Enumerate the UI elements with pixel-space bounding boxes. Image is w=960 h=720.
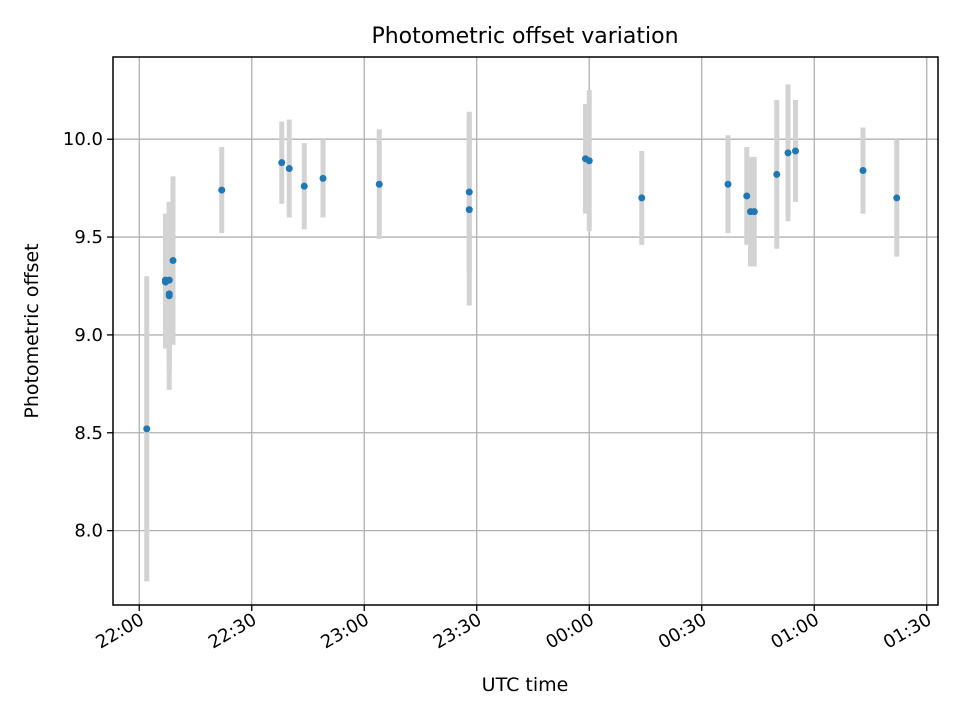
- x-tick-label: 00:30: [655, 609, 710, 653]
- data-point: [169, 257, 177, 265]
- y-axis-label: Photometric offset: [21, 243, 43, 418]
- error-bars: [144, 84, 900, 582]
- x-axis-label: UTC time: [482, 674, 569, 696]
- data-point: [638, 194, 646, 202]
- grid-lines: [113, 57, 938, 605]
- data-point: [893, 194, 901, 202]
- data-point: [750, 208, 758, 216]
- y-tick-label: 8.0: [74, 521, 103, 542]
- y-tick-label: 8.5: [74, 423, 103, 444]
- plot-frame: [112, 56, 939, 606]
- x-tick-label: 23:00: [317, 609, 372, 653]
- data-point: [773, 170, 781, 178]
- axis-ticks: 8.0 8.5 9.0 9.5 10.0 22:00 22:30 23:00 23:30 00:0…: [63, 129, 935, 653]
- x-tick-label: 22:30: [205, 609, 260, 653]
- data-point: [743, 192, 751, 200]
- data-point: [465, 188, 473, 196]
- y-tick-label: 10.0: [63, 129, 103, 150]
- y-tick-label: 9.0: [74, 325, 103, 346]
- data-point: [143, 425, 151, 433]
- data-point: [792, 147, 799, 155]
- data-point: [859, 167, 867, 175]
- y-tick-label: 9.5: [74, 227, 103, 248]
- data-point: [165, 276, 173, 284]
- data-point: [724, 180, 732, 188]
- data-point: [375, 180, 383, 188]
- data-point: [165, 290, 173, 298]
- data-point: [278, 159, 286, 167]
- x-tick-label: 00:00: [542, 609, 597, 653]
- x-tick-label: 22:00: [92, 609, 147, 653]
- x-tick-label: 01:30: [880, 609, 935, 653]
- chart-title: Photometric offset variation: [371, 24, 678, 49]
- data-point: [319, 174, 327, 182]
- data-point: [285, 165, 293, 173]
- data-point: [218, 186, 226, 194]
- data-point: [300, 182, 308, 190]
- x-tick-label: 23:30: [430, 609, 485, 653]
- x-tick-label: 01:00: [767, 609, 822, 653]
- data-point: [465, 206, 473, 214]
- data-points: [143, 147, 901, 433]
- data-point: [784, 149, 792, 157]
- data-point: [585, 157, 593, 165]
